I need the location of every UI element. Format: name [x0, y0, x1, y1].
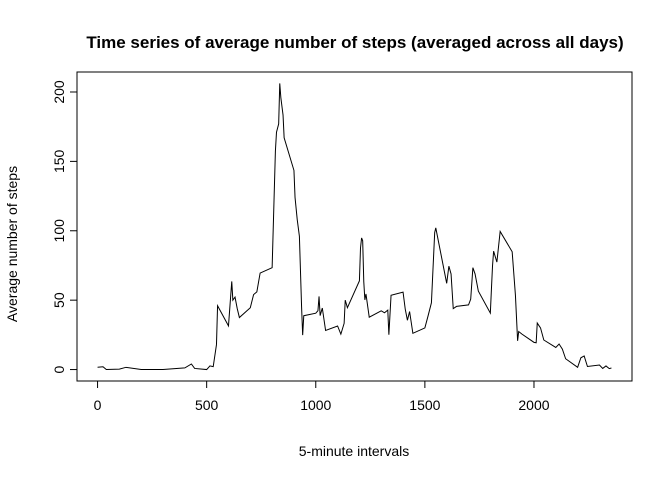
y-axis-label: Average number of steps	[4, 166, 20, 322]
chart-title: Time series of average number of steps (…	[86, 33, 623, 52]
x-tick-label: 1000	[300, 397, 331, 413]
x-tick-label: 1500	[409, 397, 440, 413]
x-tick-label: 2000	[518, 397, 549, 413]
data-line	[97, 83, 612, 371]
y-tick-label: 100	[51, 219, 67, 243]
plot-box	[76, 71, 633, 382]
x-axis-label: 5-minute intervals	[299, 443, 410, 459]
y-tick-label: 0	[51, 365, 67, 373]
x-tick-label: 0	[94, 397, 102, 413]
y-tick-label: 200	[51, 80, 67, 104]
y-tick-label: 50	[51, 292, 67, 308]
x-tick-label: 500	[195, 397, 219, 413]
y-tick-label: 150	[51, 149, 67, 173]
